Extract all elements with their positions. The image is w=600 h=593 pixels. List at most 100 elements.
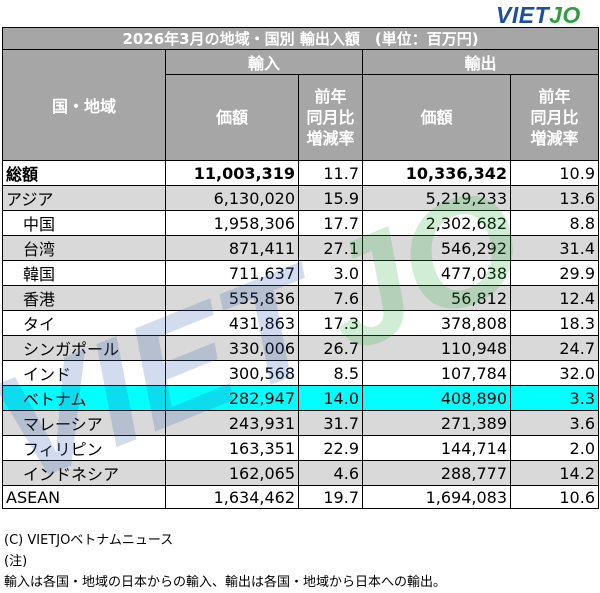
header-yoy-line1: 前年	[538, 87, 571, 106]
note-text: 輸入は各国・地域の日本からの輸入、輸出は各国・地域から日本への輸出。	[4, 575, 447, 590]
import-value: 282,947	[165, 385, 299, 411]
logo-text-viet: VIET	[496, 2, 550, 28]
import-yoy: 15.9	[298, 185, 363, 211]
export-value: 546,292	[362, 235, 511, 261]
export-yoy: 13.6	[510, 185, 599, 211]
table-row-highlighted: ベトナム 282,947 14.0 408,890 3.3	[2, 385, 599, 411]
row-name: フィリピン	[2, 435, 166, 461]
export-value: 477,038	[362, 260, 511, 286]
import-yoy: 4.6	[298, 460, 363, 486]
import-value: 1,634,462	[165, 484, 299, 510]
header-import-yoy: 前年 同月比 増減率	[298, 74, 363, 161]
import-value: 1,958,306	[165, 210, 299, 236]
export-value: 378,808	[362, 310, 511, 336]
table-row: マレーシア 243,931 31.7 271,389 3.6	[2, 410, 599, 436]
table-row: シンガポール 330,006 26.7 110,948 24.7	[2, 335, 599, 361]
import-value: 243,931	[165, 410, 299, 436]
row-name: 台湾	[2, 235, 166, 261]
table-row: タイ 431,863 17.3 378,808 18.3	[2, 310, 599, 336]
import-value: 711,637	[165, 260, 299, 286]
note-label: (注)	[4, 554, 28, 569]
export-yoy: 29.9	[510, 260, 599, 286]
vietjo-logo: VIETJO	[496, 2, 581, 29]
header-region: 国・地域	[2, 49, 166, 161]
row-name: ベトナム	[2, 385, 166, 411]
row-name: インド	[2, 360, 166, 386]
import-yoy: 11.7	[298, 160, 363, 186]
import-yoy: 31.7	[298, 410, 363, 436]
table-row: ASEAN 1,634,462 19.7 1,694,083 10.6	[2, 484, 599, 510]
table-row: 中国 1,958,306 17.7 2,302,682 8.8	[2, 210, 599, 236]
export-value: 5,219,233	[362, 185, 511, 211]
header-yoy-line2: 同月比	[530, 108, 579, 127]
header-yoy-line3: 増減率	[530, 129, 579, 148]
export-yoy: 3.6	[510, 410, 599, 436]
import-value: 11,003,319	[165, 160, 299, 186]
table-row: 香港 555,836 7.6 56,812 12.4	[2, 285, 599, 311]
row-name: 香港	[2, 285, 166, 311]
import-yoy: 17.7	[298, 210, 363, 236]
row-name: タイ	[2, 310, 166, 336]
import-yoy: 8.5	[298, 360, 363, 386]
import-yoy: 22.9	[298, 435, 363, 461]
import-value: 431,863	[165, 310, 299, 336]
import-yoy: 27.1	[298, 235, 363, 261]
import-yoy: 7.6	[298, 285, 363, 311]
table-title: 2026年3月の地域・国別 輸出入額 (単位：百万円)	[2, 27, 599, 50]
import-yoy: 17.3	[298, 310, 363, 336]
export-yoy: 18.3	[510, 310, 599, 336]
trade-table: 2026年3月の地域・国別 輸出入額 (単位：百万円) 国・地域 輸入 輸出 価…	[2, 27, 599, 510]
export-yoy: 31.4	[510, 235, 599, 261]
import-yoy: 3.0	[298, 260, 363, 286]
import-value: 6,130,020	[165, 185, 299, 211]
table-row: インド 300,568 8.5 107,784 32.0	[2, 360, 599, 386]
export-yoy: 3.3	[510, 385, 599, 411]
table-row: 総額 11,003,319 11.7 10,336,342 10.9	[2, 160, 599, 186]
table-row: フィリピン 163,351 22.9 144,714 2.0	[2, 435, 599, 461]
export-yoy: 12.4	[510, 285, 599, 311]
row-name: マレーシア	[2, 410, 166, 436]
row-name: 韓国	[2, 260, 166, 286]
row-name: ASEAN	[2, 484, 166, 510]
header-export: 輸出	[362, 49, 599, 75]
header-export-value: 価額	[362, 74, 511, 161]
row-name: シンガポール	[2, 335, 166, 361]
export-value: 408,890	[362, 385, 511, 411]
export-value: 288,777	[362, 460, 511, 486]
export-value: 10,336,342	[362, 160, 511, 186]
table-row: 韓国 711,637 3.0 477,038 29.9	[2, 260, 599, 286]
export-value: 110,948	[362, 335, 511, 361]
export-value: 107,784	[362, 360, 511, 386]
import-value: 162,065	[165, 460, 299, 486]
export-yoy: 32.0	[510, 360, 599, 386]
copyright-text: (C) VIETJOベトナムニュース	[4, 533, 174, 548]
import-value: 163,351	[165, 435, 299, 461]
import-yoy: 14.0	[298, 385, 363, 411]
row-name: アジア	[2, 185, 166, 211]
header-import: 輸入	[165, 49, 363, 75]
header-yoy-line3: 増減率	[306, 129, 355, 148]
import-value: 871,411	[165, 235, 299, 261]
export-yoy: 10.6	[510, 484, 599, 510]
export-value: 144,714	[362, 435, 511, 461]
header-yoy-line2: 同月比	[306, 108, 355, 127]
header-export-yoy: 前年 同月比 増減率	[510, 74, 599, 161]
header-yoy-line1: 前年	[314, 87, 347, 106]
row-name: 総額	[2, 160, 166, 186]
import-yoy: 19.7	[298, 484, 363, 510]
export-value: 2,302,682	[362, 210, 511, 236]
export-value: 1,694,083	[362, 484, 511, 510]
table-row: 台湾 871,411 27.1 546,292 31.4	[2, 235, 599, 261]
export-yoy: 24.7	[510, 335, 599, 361]
logo-text-jo: JO	[549, 2, 581, 28]
import-value: 300,568	[165, 360, 299, 386]
export-yoy: 2.0	[510, 435, 599, 461]
export-value: 56,812	[362, 285, 511, 311]
import-value: 555,836	[165, 285, 299, 311]
header-import-value: 価額	[165, 74, 299, 161]
import-yoy: 26.7	[298, 335, 363, 361]
export-value: 271,389	[362, 410, 511, 436]
export-yoy: 14.2	[510, 460, 599, 486]
export-yoy: 8.8	[510, 210, 599, 236]
export-yoy: 10.9	[510, 160, 599, 186]
